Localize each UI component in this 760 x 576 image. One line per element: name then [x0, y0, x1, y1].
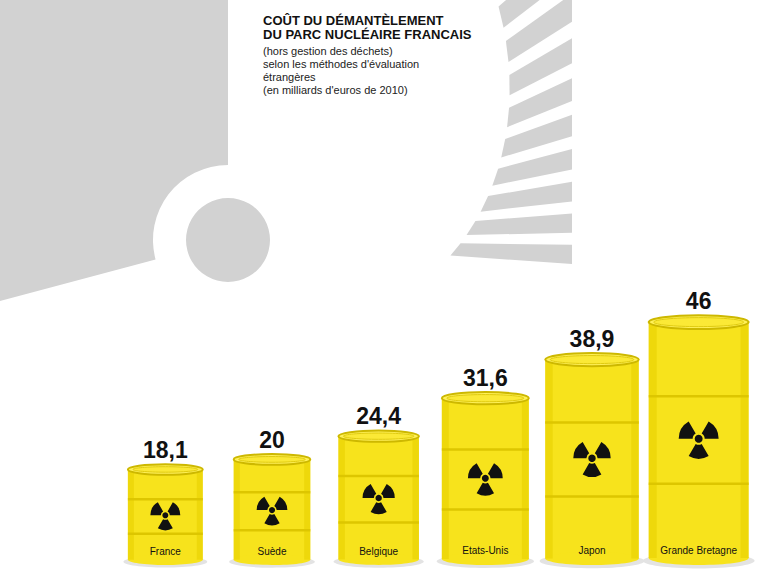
svg-text:(en milliards d'euros de 2010): (en milliards d'euros de 2010) — [263, 84, 408, 96]
svg-text:Belgique: Belgique — [359, 546, 398, 557]
svg-text:Etats-Unis: Etats-Unis — [462, 545, 508, 556]
svg-text:DU PARC NUCLÉAIRE FRANCAIS: DU PARC NUCLÉAIRE FRANCAIS — [263, 27, 472, 42]
svg-text:COÛT DU DÉMANTÈLEMENT: COÛT DU DÉMANTÈLEMENT — [263, 13, 444, 28]
svg-text:46: 46 — [686, 288, 712, 314]
svg-text:étrangères: étrangères — [263, 71, 316, 83]
svg-text:20: 20 — [259, 427, 285, 453]
svg-text:Japon: Japon — [578, 545, 605, 556]
svg-text:38,9: 38,9 — [570, 326, 615, 352]
svg-text:Grande Bretagne: Grande Bretagne — [660, 545, 737, 556]
svg-text:24,4: 24,4 — [356, 403, 401, 429]
svg-text:31,6: 31,6 — [463, 365, 508, 391]
svg-text:France: France — [150, 546, 182, 557]
svg-text:18,1: 18,1 — [143, 437, 188, 463]
svg-text:(hors gestion des déchets): (hors gestion des déchets) — [263, 45, 393, 57]
svg-text:Suède: Suède — [258, 546, 287, 557]
svg-text:selon les méthodes d'évaluatio: selon les méthodes d'évaluation — [263, 58, 419, 70]
